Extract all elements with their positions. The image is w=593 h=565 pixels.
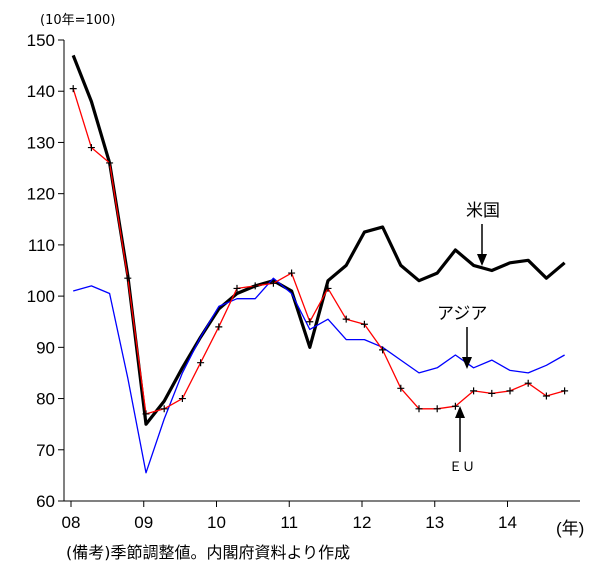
- eu-point-marker: [142, 410, 150, 418]
- eu-point-marker: [288, 269, 296, 277]
- eu-point-marker: [470, 387, 478, 395]
- x-tick-label: 08: [62, 513, 81, 532]
- eu-point-marker: [215, 323, 223, 331]
- y-tick-label: 130: [27, 133, 55, 152]
- x-tick-label: 14: [498, 513, 517, 532]
- eu-point-marker: [269, 279, 277, 287]
- series-line-asia: [73, 277, 565, 474]
- axes: 60 70 80 90 100 110 120 130 140 150 08 09 10 11 12 13 14: [27, 31, 580, 532]
- annotation-arrowhead-us: [477, 254, 487, 266]
- y-tick-label: 120: [27, 185, 55, 204]
- eu-point-marker: [233, 284, 241, 292]
- eu-point-marker: [69, 85, 77, 93]
- eu-point-marker: [506, 387, 514, 395]
- eu-point-marker: [197, 359, 205, 367]
- annotation-label-asia: アジア: [437, 304, 487, 324]
- eu-point-marker: [178, 395, 186, 403]
- x-tick-label: 11: [280, 513, 298, 532]
- x-tick-label: 13: [425, 513, 444, 532]
- x-tick-label: 10: [207, 513, 226, 532]
- eu-point-marker: [488, 389, 496, 397]
- y-tick-label: 140: [27, 82, 55, 101]
- annotation-label-us: 米国: [466, 201, 500, 221]
- eu-point-marker: [524, 379, 532, 387]
- eu-point-marker: [160, 405, 168, 413]
- eu-point-marker: [561, 387, 569, 395]
- eu-point-marker: [342, 315, 350, 323]
- eu-point-marker: [379, 346, 387, 354]
- eu-point-marker: [251, 282, 259, 290]
- y-tick-label: 90: [36, 338, 55, 357]
- x-tick-label: 12: [353, 513, 372, 532]
- y-tick-label: 60: [36, 492, 55, 511]
- y-tick-label: 150: [27, 31, 55, 50]
- series-line-eu: [72, 88, 565, 415]
- eu-point-marker: [433, 405, 441, 413]
- eu-point-marker: [87, 144, 95, 152]
- eu-point-marker: [451, 402, 459, 410]
- eu-point-marker: [360, 320, 368, 328]
- annotation-arrowhead-asia: [462, 357, 472, 369]
- footnote: (備考)季節調整値。内閣府資料より作成: [66, 543, 350, 562]
- x-tick-label: 09: [134, 513, 153, 532]
- annotation-label-eu: ＥＵ: [449, 460, 475, 475]
- y-tick-label: 80: [36, 390, 55, 409]
- series-layer: [69, 54, 569, 474]
- eu-point-marker: [324, 284, 332, 292]
- eu-point-marker: [106, 159, 114, 167]
- annotation-arrowhead-eu: [455, 406, 465, 418]
- eu-point-marker: [415, 405, 423, 413]
- eu-point-marker: [397, 384, 405, 392]
- eu-point-marker: [124, 274, 132, 282]
- y-tick-label: 70: [36, 441, 55, 460]
- y-tick-label: 110: [28, 236, 55, 255]
- annotation-layer: (10年=100) (年) (備考)季節調整値。内閣府資料より作成 米国 アジア…: [40, 13, 584, 562]
- eu-point-marker: [542, 392, 550, 400]
- eu-point-marker: [306, 318, 314, 326]
- x-unit-label: (年): [556, 519, 584, 538]
- series-line-us: [71, 54, 566, 426]
- y-tick-label: 100: [27, 287, 55, 306]
- unit-note: (10年=100): [40, 13, 115, 28]
